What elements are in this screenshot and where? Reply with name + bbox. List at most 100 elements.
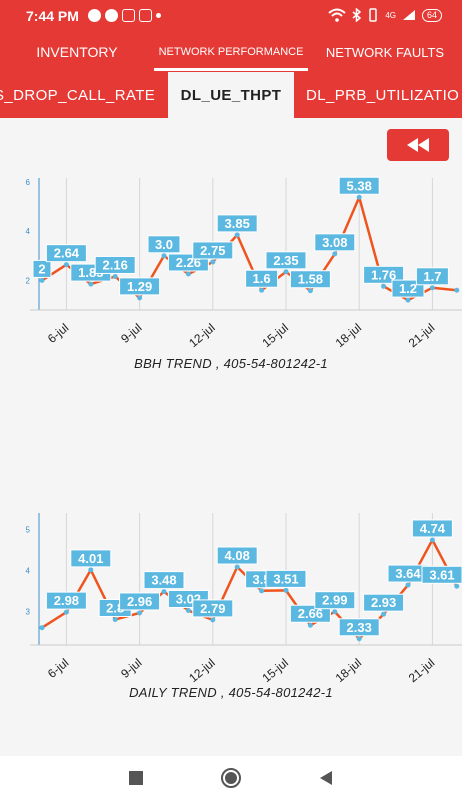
- data-label-box: [192, 599, 234, 618]
- data-point: [137, 295, 143, 301]
- tab-inventory[interactable]: INVENTORY: [36, 44, 118, 60]
- data-label-box: [45, 591, 87, 610]
- data-label-text: 2.79: [200, 601, 225, 616]
- recent-apps-button[interactable]: [124, 766, 148, 790]
- data-label-box: [143, 571, 185, 590]
- bbh-trend-plot: 6-jul 9-jul 12-jul 15-jul 18-jul 21-jul 2 4 6 2 2.…: [26, 176, 462, 350]
- data-point: [454, 287, 460, 293]
- y-tick-label: 4: [26, 227, 31, 236]
- data-point: [210, 259, 216, 265]
- data-label-text: 3.51: [273, 571, 298, 586]
- data-label-box: [363, 593, 405, 612]
- data-label: 2.33: [338, 618, 380, 637]
- top-tab-bar: INVENTORY NETWORK PERFORMANCE NETWORK FA…: [0, 32, 462, 72]
- data-label-text: 3.85: [225, 216, 250, 231]
- data-label-box: [338, 618, 380, 637]
- data-label-box: [147, 235, 181, 254]
- data-label-text: 1.58: [298, 272, 323, 287]
- data-label-box: [363, 265, 405, 284]
- data-label: 2.64: [45, 244, 87, 263]
- doc-icon: [139, 9, 152, 22]
- android-nav-bar: [0, 756, 462, 800]
- data-point: [161, 253, 167, 259]
- data-label-text: 2.99: [322, 593, 347, 608]
- x-tick-label: 9-jul: [118, 321, 144, 346]
- data-label-text: 4.08: [225, 548, 250, 563]
- rewind-icon: [407, 138, 429, 152]
- back-button[interactable]: [314, 766, 338, 790]
- data-label-box: [70, 549, 112, 568]
- data-label-text: 2.98: [54, 593, 79, 608]
- data-label-text: 4.01: [78, 551, 103, 566]
- data-label-box: [265, 569, 307, 588]
- data-point: [381, 283, 387, 289]
- data-label-text: 2: [38, 261, 45, 276]
- data-label-box: [94, 255, 136, 274]
- alarm-icon: [88, 9, 101, 22]
- x-tick-label: 21-jul: [406, 656, 437, 685]
- data-label-text: 2.16: [103, 257, 128, 272]
- data-label-box: [415, 267, 449, 286]
- status-time: 7:44 PM: [26, 8, 79, 24]
- data-point: [161, 589, 167, 595]
- data-label: 2: [32, 259, 52, 278]
- tab-dl-ue-thpt[interactable]: DL_UE_THPT: [168, 72, 294, 118]
- home-button[interactable]: [219, 766, 243, 790]
- tab-dl-prb-utilization[interactable]: DL_PRB_UTILIZATIO: [306, 86, 460, 104]
- y-tick-label: 2: [26, 276, 31, 285]
- data-label-text: 1.6: [253, 271, 271, 286]
- data-point: [234, 564, 240, 570]
- data-label-text: 1.2: [399, 281, 417, 296]
- daily-trend-title: DAILY TREND , 405-54-801242-1: [129, 685, 333, 700]
- data-point: [185, 607, 191, 613]
- data-label: 4.08: [216, 546, 258, 565]
- data-label: 4.74: [411, 519, 453, 538]
- data-label-text: 2.96: [127, 594, 152, 609]
- data-label-box: [289, 604, 331, 623]
- wifi-icon: [328, 8, 346, 22]
- data-label-text: 2.35: [273, 253, 298, 268]
- doc-icon: [122, 9, 135, 22]
- data-point: [63, 262, 69, 268]
- x-tick-label: 21-jul: [406, 321, 437, 350]
- data-label: 1.29: [119, 277, 161, 296]
- recent-apps-icon: [129, 771, 143, 785]
- data-point: [356, 194, 362, 200]
- data-label-box: [216, 214, 258, 233]
- x-tick-label: 12-jul: [186, 321, 217, 350]
- chat-icon: [105, 9, 118, 22]
- data-label: 3.08: [314, 233, 356, 252]
- x-tick-label: 12-jul: [186, 656, 217, 685]
- data-point: [137, 610, 143, 616]
- data-label: 2.35: [265, 251, 307, 270]
- data-point: [283, 587, 289, 593]
- back-icon: [320, 771, 332, 785]
- data-label-box: [314, 233, 356, 252]
- daily-trend-plot: 6-jul 9-jul 12-jul 15-jul 18-jul 21-jul 3 4 5 2.9…: [26, 513, 462, 685]
- data-label: 5.38: [338, 176, 380, 195]
- y-tick-label: 4: [26, 566, 31, 575]
- tab-drop-call-rate[interactable]: S_DROP_CALL_RATE: [0, 86, 156, 104]
- data-point: [88, 281, 94, 287]
- kpi-tab-bar: S_DROP_CALL_RATE DL_UE_THPT DL_PRB_UTILI…: [0, 72, 462, 118]
- data-label: 3.61: [421, 565, 462, 584]
- notification-icons: [88, 9, 161, 22]
- data-point: [283, 269, 289, 275]
- data-label: 2.16: [94, 255, 136, 274]
- home-icon: [221, 768, 241, 788]
- data-label: 2.66: [289, 604, 331, 623]
- data-point: [259, 588, 265, 594]
- tab-network-performance[interactable]: NETWORK PERFORMANCE: [158, 45, 304, 58]
- data-label: 2.75: [192, 241, 234, 260]
- data-point: [63, 609, 69, 615]
- x-tick-label: 15-jul: [259, 321, 290, 350]
- data-label: 3.48: [143, 571, 185, 590]
- rewind-button[interactable]: [387, 129, 449, 161]
- vibrate-icon: [369, 8, 378, 22]
- tab-network-faults[interactable]: NETWORK FAULTS: [325, 44, 445, 60]
- data-label-text: 3.48: [151, 573, 176, 588]
- data-label-text: 2.66: [298, 606, 323, 621]
- data-label-text: 1.7: [423, 269, 441, 284]
- data-label-text: 3.08: [322, 235, 347, 250]
- data-point: [332, 251, 338, 257]
